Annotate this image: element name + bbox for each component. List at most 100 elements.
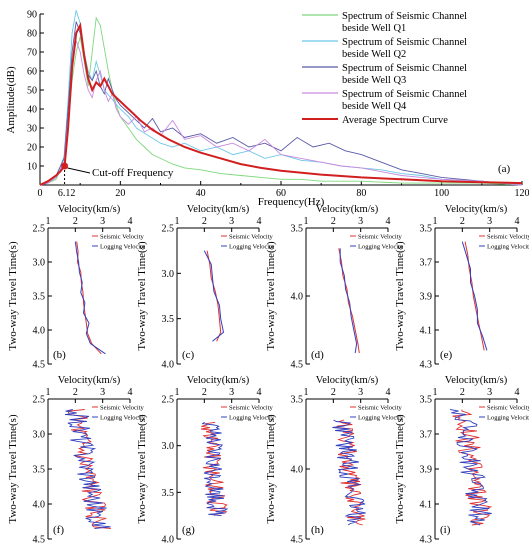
x-tick-label: 2 <box>202 387 207 398</box>
y-tick-label: 4.0 <box>162 360 175 371</box>
y-axis-label: Two-way Travel Time(s) <box>394 414 406 524</box>
y-axis-label: Two-way Travel Time(s) <box>265 414 277 524</box>
logging-velocity-line <box>339 248 358 354</box>
x-tick-label: 4 <box>128 216 133 227</box>
cutoff-arrow <box>67 167 91 174</box>
y-axis-label: Two-way Travel Time(s) <box>136 241 148 351</box>
x-tick-label: 1 <box>46 216 51 227</box>
y-tick-label: 3.7 <box>420 258 433 269</box>
y-tick-label: 3.5 <box>420 395 433 406</box>
legend: Seismic Velocity Logging Velocity <box>479 234 529 251</box>
legend-label: Logging Velocity <box>229 244 275 251</box>
x-tick-label: 3 <box>487 387 492 398</box>
seismic-velocity-line <box>452 409 493 526</box>
y-tick-label: 3.5 <box>162 314 175 325</box>
y-tick-label: 3.9 <box>420 292 433 303</box>
x-tick-label: 4 <box>515 216 520 227</box>
y-tick-label: 3.5 <box>291 224 304 235</box>
x-tick-label: 4 <box>257 387 262 398</box>
panel-f: 1 2 3 4 Velocity(km/s) 2.5 3.0 3.5 4.0 4.5 Two-way… <box>7 375 146 546</box>
legend-label: Seismic Velocity <box>358 405 403 412</box>
y-axis-label: Two-way Travel Time(s) <box>7 414 19 524</box>
legend-label: beside Well Q4 <box>342 101 407 112</box>
legend-label: Logging Velocity <box>229 415 275 422</box>
y-tick-label: 3.0 <box>162 269 175 280</box>
panel-a: 0 20 40 60 80 100 120 10 20 30 40 50 60 70 80 90 Frequen… <box>5 10 529 209</box>
legend-label: Spectrum of Seismic Channel <box>342 37 467 48</box>
panel-label: (a) <box>498 163 511 175</box>
panel-label: (g) <box>182 524 195 536</box>
x-tick-label: 1 <box>304 387 309 398</box>
legend-label: Logging Velocity <box>358 415 404 422</box>
x-tick-label: 120 <box>515 188 529 199</box>
legend: Seismic Velocity Logging Velocity <box>350 405 404 422</box>
x-axis-label: Velocity(km/s) <box>58 375 121 386</box>
legend-label: Seismic Velocity <box>487 234 529 241</box>
legend-label: Average Spectrum Curve <box>342 115 448 126</box>
x-tick-label: 3 <box>358 216 363 227</box>
cutoff-label: Cut-off Frequency <box>92 167 174 179</box>
legend-label: Logging Velocity <box>358 244 404 251</box>
x-tick-label: 4 <box>515 387 520 398</box>
x-tick-label: 1 <box>433 387 438 398</box>
y-tick-label: 3.5 <box>33 292 46 303</box>
y-tick-label: 2.5 <box>33 395 46 406</box>
legend-label: Seismic Velocity <box>487 405 529 412</box>
x-tick-label: 4 <box>386 216 391 227</box>
y-tick-label: 3.5 <box>420 224 433 235</box>
x-axis-label: Velocity(km/s) <box>316 375 379 386</box>
x-tick-label: 1 <box>46 387 51 398</box>
logging-velocity-line <box>461 241 488 351</box>
x-tick-label: 1 <box>433 216 438 227</box>
y-tick-label: 4.0 <box>291 292 304 303</box>
logging-velocity-line <box>74 241 106 355</box>
y-tick-label: 60 <box>27 67 37 78</box>
legend: Seismic Velocity Logging Velocity <box>221 234 275 251</box>
y-tick-label: 4.1 <box>420 500 433 511</box>
x-tick-label: 20 <box>115 188 125 199</box>
legend-label: Spectrum of Seismic Channel <box>342 11 467 22</box>
y-tick-label: 4.1 <box>420 326 433 337</box>
panel-label: (h) <box>311 524 324 536</box>
x-axis-label: Velocity(km/s) <box>58 204 121 215</box>
logging-velocity-line <box>203 250 225 342</box>
x-tick-label: 60 <box>276 188 286 199</box>
legend-label: beside Well Q1 <box>342 23 406 34</box>
y-tick-label: 4.5 <box>291 535 304 546</box>
x-axis-label: Velocity(km/s) <box>316 204 379 215</box>
x-tick-label: 80 <box>356 188 366 199</box>
y-tick-label: 4.0 <box>162 535 175 546</box>
x-axis-label: Frequency(Hz) <box>258 196 325 208</box>
panel-d: 1 2 3 4 Velocity(km/s) 3.5 4.0 4.5 Two-way Trave… <box>265 204 404 371</box>
panel-label: (d) <box>311 349 324 361</box>
x-tick-label: 1 <box>175 216 180 227</box>
legend-label: Seismic Velocity <box>229 405 274 412</box>
y-axis-label: Two-way Travel Time(s) <box>265 241 277 351</box>
y-tick-label: 40 <box>27 105 37 116</box>
y-tick-label: 20 <box>27 143 37 154</box>
x-tick-label: 3 <box>229 387 234 398</box>
x-axis-label: Velocity(km/s) <box>187 375 250 386</box>
legend: Seismic Velocity Logging Velocity <box>479 405 529 422</box>
panel-h: 1 2 3 4 Velocity(km/s) 3.5 4.0 4.5 Two-way Trave… <box>265 375 404 546</box>
y-tick-label: 70 <box>27 48 37 59</box>
panel-label: (e) <box>440 349 453 361</box>
y-tick-label: 80 <box>27 29 37 40</box>
x-tick-label: 2 <box>202 216 207 227</box>
x-tick-label: 2 <box>460 216 465 227</box>
y-axis-label: Two-way Travel Time(s) <box>7 241 19 351</box>
legend-label: beside Well Q3 <box>342 75 406 86</box>
panel-label: (c) <box>182 349 195 361</box>
x-tick-label: 2 <box>460 387 465 398</box>
legend-label: Seismic Velocity <box>229 234 274 241</box>
x-tick-label: 100 <box>434 188 449 199</box>
x-tick-label: 1 <box>175 387 180 398</box>
y-tick-label: 10 <box>27 162 37 173</box>
seismic-velocity-line <box>76 241 102 355</box>
legend-label: Seismic Velocity <box>358 234 403 241</box>
legend: Seismic Velocity Logging Velocity <box>92 405 146 422</box>
x-tick-label: 0 <box>38 188 43 199</box>
x-tick-label: 2 <box>331 216 336 227</box>
x-tick-label: 3 <box>100 216 105 227</box>
